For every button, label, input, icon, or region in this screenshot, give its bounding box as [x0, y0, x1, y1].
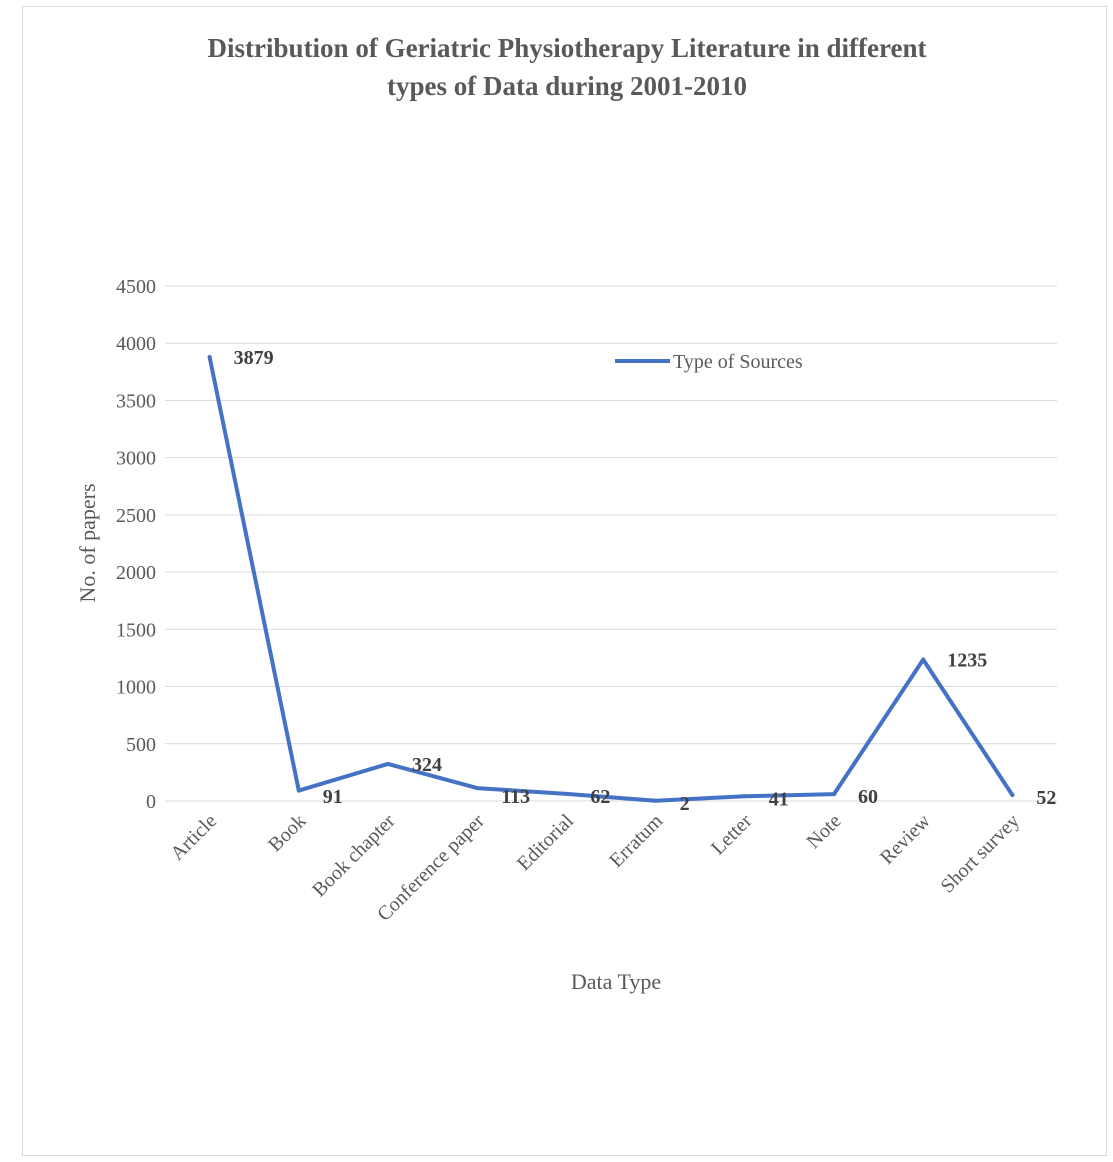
data-label: 91 [323, 786, 343, 808]
legend-label: Type of Sources [673, 351, 803, 373]
data-label: 1235 [947, 650, 987, 672]
series-layer [207, 355, 1015, 803]
y-tick-label: 2500 [116, 505, 156, 527]
chart-title-line-2: types of Data during 2001-2010 [387, 71, 747, 101]
y-tick-label: 0 [146, 791, 156, 813]
chart-frame [22, 6, 1107, 1156]
y-tick-label: 1000 [116, 677, 156, 699]
x-tick-label: Review [876, 810, 935, 869]
x-tick-label: Book [264, 810, 310, 856]
data-point [564, 791, 569, 796]
data-point [1010, 793, 1015, 798]
data-label: 60 [858, 786, 878, 808]
y-tick-label: 3000 [116, 448, 156, 470]
data-label: 2 [680, 793, 690, 815]
x-tick-label: Editorial [513, 810, 578, 875]
data-label: 62 [590, 786, 610, 808]
y-tick-label: 1500 [116, 619, 156, 641]
y-tick-label: 4000 [116, 333, 156, 355]
chart-title-line-1: Distribution of Geriatric Physiotherapy … [208, 33, 927, 63]
legend: Type of Sources [615, 351, 803, 373]
x-tick-label: Letter [707, 810, 757, 860]
y-tick-label: 500 [126, 734, 156, 756]
data-point [386, 761, 390, 766]
x-tick-label: Book chapter [308, 810, 400, 902]
data-point [653, 798, 658, 803]
y-tick-label: 3500 [116, 390, 156, 412]
data-label: 113 [501, 786, 530, 808]
data-point [921, 657, 926, 662]
data-point [296, 788, 301, 793]
y-tick-label: 4500 [116, 276, 156, 298]
data-label: 52 [1036, 787, 1056, 809]
data-point [832, 792, 836, 797]
data-label: 324 [412, 754, 442, 776]
data-point [475, 786, 480, 791]
x-tick-label: Short survey [936, 810, 1023, 897]
y-tick-label: 2000 [116, 562, 156, 584]
data-labels: 3879 91 324 113 62 2 41 60 1235 52 [234, 347, 1057, 815]
data-label: 3879 [234, 347, 274, 369]
gridlines [165, 285, 1057, 802]
x-axis-title: Data Type [571, 969, 661, 994]
x-tick-label: Note [802, 810, 845, 853]
x-tick-label: Erratum [605, 810, 667, 872]
x-tick-label: Article [166, 810, 221, 865]
y-axis-title: No. of papers [75, 483, 100, 602]
data-point [207, 355, 212, 360]
series-line [207, 355, 1015, 803]
data-point [742, 794, 747, 799]
y-axis-ticks: 0 500 1000 1500 2000 2500 3000 3500 4000 4500 [116, 276, 156, 813]
data-label: 41 [769, 788, 789, 810]
